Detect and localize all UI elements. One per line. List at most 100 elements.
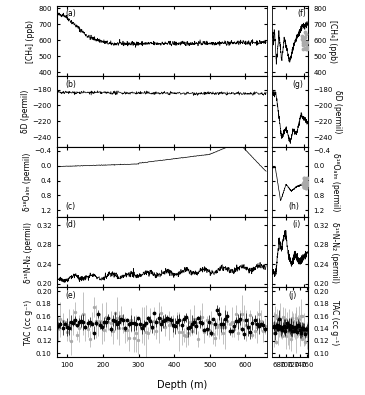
- Point: [149, 324, 155, 330]
- Point: [122, 327, 128, 333]
- Point: [273, 339, 279, 345]
- Point: [93, 320, 99, 326]
- Point: [286, 326, 292, 332]
- Point: [172, 322, 178, 328]
- Point: [296, 316, 302, 323]
- Point: [303, 31, 309, 37]
- Point: [295, 322, 301, 328]
- Point: [237, 316, 243, 322]
- Point: [199, 320, 205, 327]
- Point: [299, 33, 305, 39]
- Point: [177, 328, 182, 335]
- Point: [55, 326, 61, 333]
- Point: [72, 317, 78, 324]
- Point: [66, 325, 72, 331]
- Point: [256, 322, 262, 329]
- Point: [195, 314, 201, 321]
- Point: [193, 323, 199, 329]
- Point: [293, 327, 299, 333]
- Point: [155, 315, 161, 321]
- Point: [273, 324, 279, 330]
- Point: [227, 321, 233, 327]
- Point: [62, 321, 68, 327]
- Point: [304, 39, 310, 45]
- Point: [292, 327, 298, 333]
- Point: [275, 326, 281, 333]
- Point: [118, 312, 124, 319]
- Text: (a): (a): [65, 9, 76, 19]
- Point: [247, 312, 253, 318]
- Point: [91, 304, 97, 310]
- Point: [304, 182, 310, 188]
- Point: [224, 313, 230, 320]
- Point: [254, 324, 260, 330]
- Point: [297, 327, 303, 333]
- Point: [303, 180, 308, 186]
- Point: [166, 322, 172, 329]
- Point: [210, 331, 216, 337]
- Point: [174, 319, 180, 325]
- Point: [291, 328, 297, 334]
- Point: [139, 322, 145, 328]
- Point: [193, 320, 199, 326]
- Point: [289, 315, 295, 321]
- Point: [64, 324, 70, 330]
- Point: [120, 317, 126, 323]
- Point: [304, 333, 310, 339]
- Point: [178, 322, 184, 328]
- Point: [112, 310, 118, 316]
- Point: [170, 323, 176, 329]
- Point: [95, 311, 101, 317]
- Point: [302, 177, 308, 183]
- Point: [299, 336, 304, 342]
- Point: [95, 321, 101, 327]
- Point: [303, 179, 308, 186]
- Point: [301, 180, 307, 186]
- Point: [208, 329, 214, 336]
- Text: (c): (c): [65, 202, 75, 211]
- Point: [272, 330, 278, 336]
- Point: [76, 319, 82, 325]
- Point: [304, 179, 310, 185]
- Point: [288, 331, 294, 337]
- Point: [282, 324, 288, 331]
- Point: [300, 324, 306, 331]
- Point: [262, 323, 268, 329]
- Text: (f): (f): [297, 9, 306, 19]
- Y-axis label: δ¹⁵N-N₂ (permil): δ¹⁵N-N₂ (permil): [330, 222, 339, 282]
- Point: [300, 38, 306, 44]
- Point: [116, 325, 122, 331]
- Point: [300, 41, 306, 48]
- Point: [270, 324, 276, 330]
- Point: [281, 323, 287, 329]
- Point: [168, 320, 174, 327]
- Point: [81, 318, 87, 325]
- Point: [141, 323, 147, 329]
- Point: [59, 325, 65, 331]
- Point: [222, 316, 228, 322]
- Point: [91, 329, 97, 336]
- Point: [185, 330, 191, 337]
- Point: [195, 336, 201, 342]
- Point: [87, 336, 93, 342]
- Point: [276, 318, 281, 325]
- Point: [143, 329, 149, 335]
- Y-axis label: δ¹⁸Oₐₗₘ (permil): δ¹⁸Oₐₗₘ (permil): [23, 152, 32, 211]
- Point: [231, 326, 237, 332]
- Point: [160, 318, 166, 324]
- Point: [183, 333, 189, 340]
- Point: [154, 319, 160, 325]
- Point: [298, 329, 304, 336]
- Point: [241, 316, 247, 323]
- Point: [82, 324, 88, 330]
- Point: [290, 324, 296, 330]
- Point: [251, 328, 257, 335]
- Point: [103, 314, 109, 320]
- Point: [295, 323, 301, 329]
- Point: [105, 315, 111, 322]
- Point: [301, 183, 307, 190]
- Point: [145, 315, 151, 322]
- Point: [280, 324, 286, 331]
- Point: [296, 323, 302, 329]
- Point: [303, 179, 309, 185]
